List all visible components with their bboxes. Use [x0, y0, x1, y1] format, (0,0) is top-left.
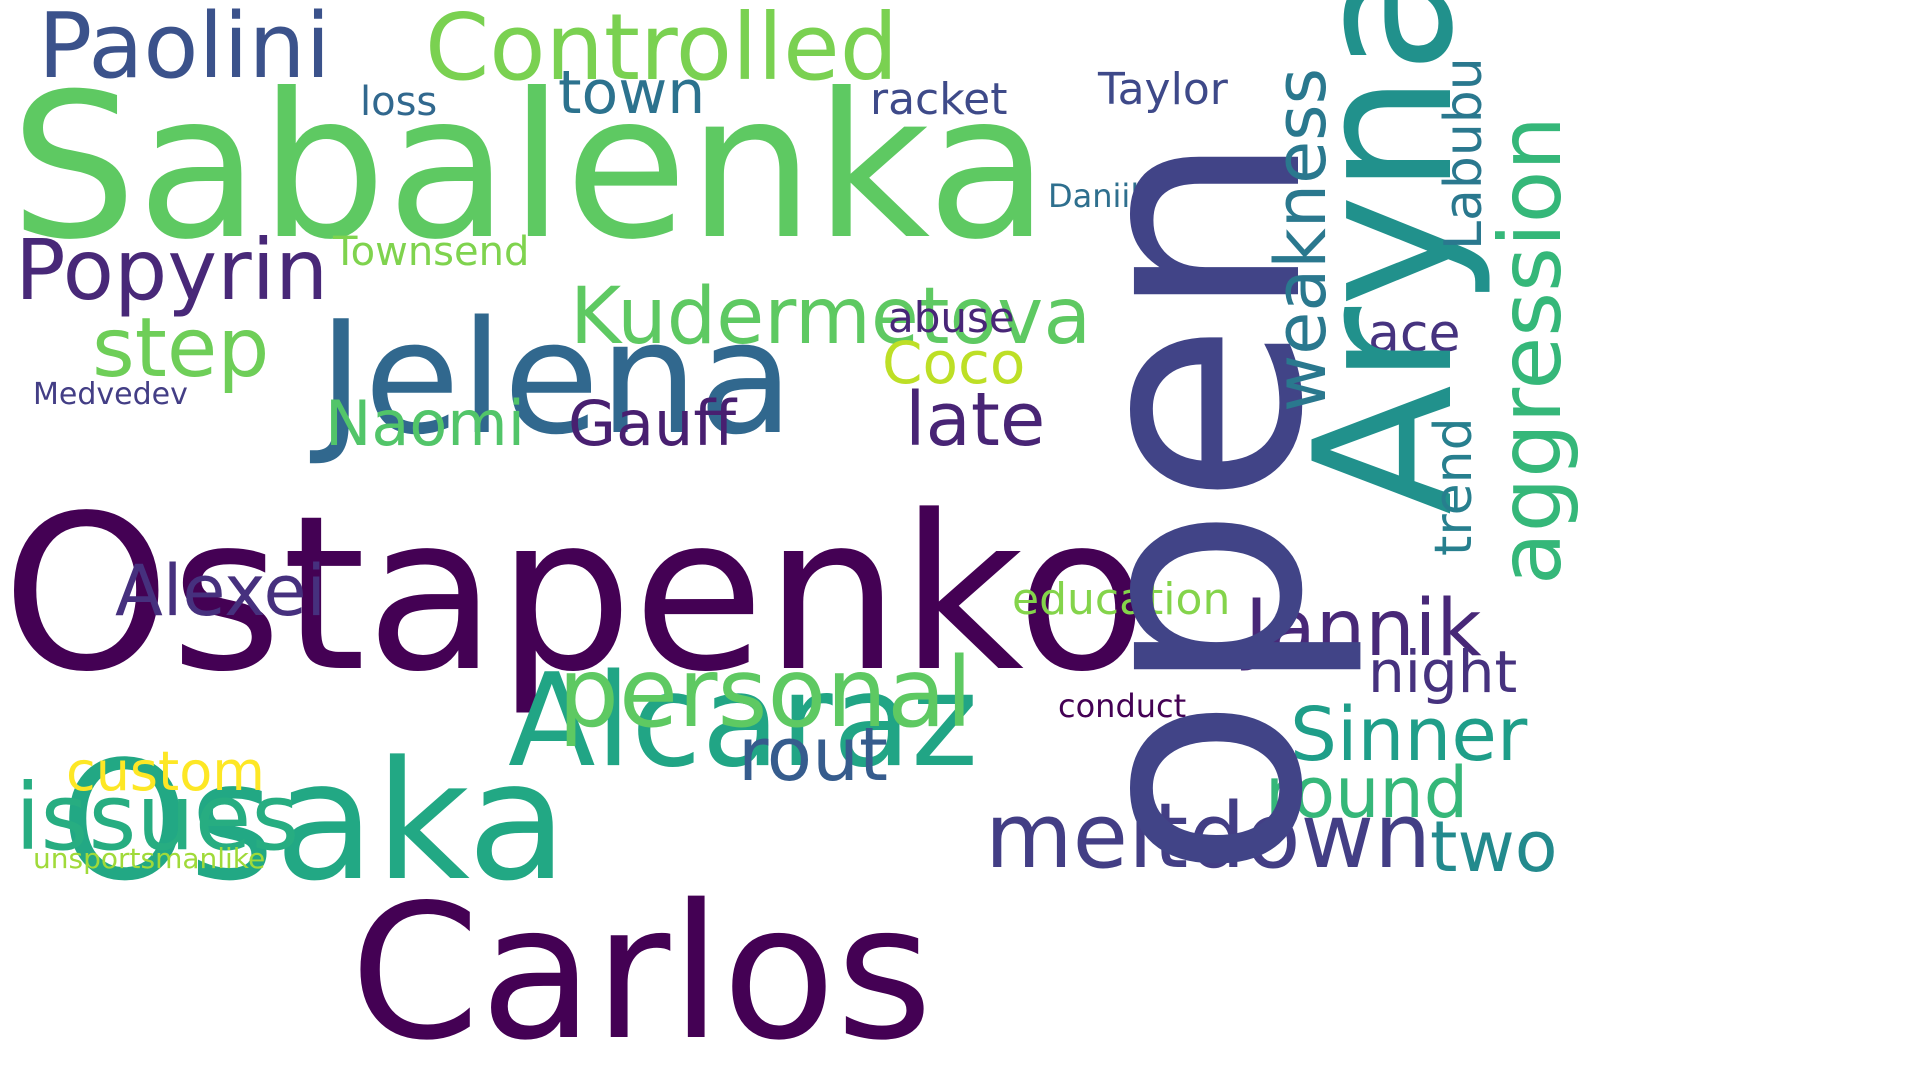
word-two: two — [1430, 806, 1558, 888]
word-medvedev: Medvedev — [33, 377, 188, 412]
word-labubu: Labubu — [1434, 57, 1494, 250]
word-abuse: abuse — [888, 293, 1015, 342]
word-custom: custom — [66, 740, 265, 803]
word-sabalenka: Sabalenka — [10, 51, 1050, 284]
word-town: town — [558, 58, 706, 128]
word-daniil: Daniil — [1048, 177, 1140, 215]
word-ostapenko: Ostapenko — [2, 470, 1148, 719]
word-issues: issues — [15, 764, 300, 871]
word-gauff: Gauff — [568, 387, 737, 460]
word-controlled: Controlled — [425, 0, 899, 101]
word-step: step — [92, 301, 270, 396]
word-naomi: Naomi — [325, 387, 525, 460]
word-taylor: Taylor — [1098, 64, 1228, 115]
word-kudermetova: Kudermetova — [570, 272, 1092, 362]
word-racket: racket — [870, 74, 1008, 125]
word-paolini: Paolini — [38, 0, 331, 99]
word-popyrin: Popyrin — [15, 221, 329, 319]
word-jannik: Jannik — [1245, 584, 1482, 674]
word-jelena: Jelena — [318, 287, 794, 469]
word-coco: Coco — [882, 329, 1026, 397]
word-townsend: Townsend — [333, 229, 530, 275]
word-night: night — [1368, 638, 1518, 706]
word-aggression: aggression — [1481, 116, 1581, 585]
word-weakness: weakness — [1260, 67, 1342, 412]
word-late: late — [905, 377, 1046, 463]
word-rout: rout — [738, 712, 888, 798]
word-sinner: Sinner — [1290, 692, 1528, 778]
word-round: round — [1265, 752, 1469, 834]
word-loss: loss — [360, 79, 438, 125]
word-alcaraz: Alcaraz — [508, 647, 979, 796]
word-unsportsmanlike: unsportsmanlike — [33, 842, 266, 875]
word-meltdown: meltdown — [985, 784, 1432, 889]
word-ace: ace — [1368, 304, 1461, 364]
word-education: education — [1012, 574, 1231, 625]
word-trend: trend — [1424, 417, 1484, 556]
word-personal: personal — [558, 637, 973, 749]
word-alexei: Alexei — [115, 550, 326, 632]
word-conduct: conduct — [1058, 687, 1187, 725]
word-carlos: Carlos — [350, 864, 933, 1081]
word-osaka: Osaka — [60, 726, 568, 917]
